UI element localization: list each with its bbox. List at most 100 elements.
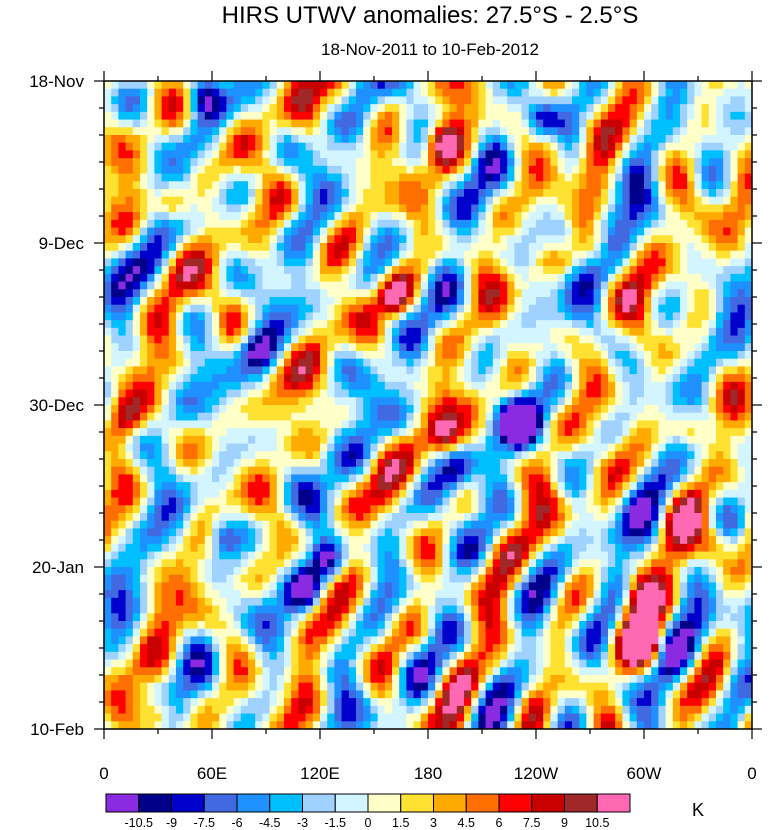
field-cell	[406, 204, 415, 213]
field-cell	[298, 150, 307, 159]
field-cell	[622, 420, 631, 429]
field-cell	[248, 366, 256, 375]
field-cell	[392, 235, 400, 244]
field-cell	[212, 389, 220, 398]
field-cell	[197, 150, 206, 159]
field-cell	[665, 466, 674, 476]
field-cell	[687, 497, 695, 506]
field-cell	[586, 497, 595, 506]
field-cell	[327, 435, 335, 445]
field-cell	[636, 374, 645, 383]
field-cell	[543, 351, 551, 360]
field-cell	[716, 297, 724, 306]
field-cell	[521, 96, 530, 105]
field-cell	[291, 150, 299, 159]
field-cell	[305, 281, 314, 290]
field-cell	[377, 335, 386, 344]
field-cell	[255, 366, 263, 375]
field-cell	[190, 243, 199, 252]
field-cell	[485, 135, 494, 144]
field-cell	[672, 227, 681, 236]
field-cell	[644, 482, 652, 491]
field-cell	[586, 266, 595, 275]
field-cell	[111, 297, 119, 306]
field-cell	[392, 327, 400, 337]
field-cell	[147, 281, 155, 290]
field-cell	[298, 327, 307, 337]
field-cell	[320, 119, 328, 128]
field-cell	[413, 189, 422, 198]
field-cell	[341, 165, 350, 175]
field-cell	[564, 297, 573, 306]
field-cell	[147, 189, 155, 198]
field-cell	[240, 142, 249, 152]
field-cell	[140, 289, 148, 298]
field-cell	[291, 243, 299, 252]
field-cell	[543, 327, 551, 337]
field-cell	[672, 366, 681, 375]
field-cell	[212, 428, 220, 437]
field-cell	[334, 119, 343, 128]
field-cell	[384, 135, 393, 144]
field-cell	[636, 312, 645, 321]
field-cell	[428, 397, 436, 406]
field-cell	[334, 181, 343, 190]
field-cell	[528, 266, 537, 275]
field-cell	[701, 405, 710, 414]
field-cell	[572, 389, 580, 398]
field-cell	[435, 497, 443, 506]
field-cell	[183, 173, 191, 182]
field-cell	[708, 459, 717, 468]
field-cell	[557, 165, 566, 175]
field-cell	[269, 189, 278, 198]
field-cell	[154, 343, 163, 352]
field-cell	[672, 474, 681, 483]
field-cell	[298, 412, 307, 422]
field-cell	[485, 381, 494, 391]
field-cell	[284, 165, 292, 175]
field-cell	[399, 451, 407, 460]
field-cell	[269, 81, 278, 90]
field-cell	[586, 250, 595, 260]
field-cell	[622, 189, 631, 198]
field-cell	[348, 412, 357, 422]
field-cell	[500, 243, 508, 252]
field-cell	[442, 104, 451, 113]
field-cell	[276, 405, 285, 414]
field-cell	[701, 142, 710, 152]
field-cell	[687, 250, 695, 260]
field-cell	[377, 181, 386, 190]
field-cell	[348, 204, 357, 213]
field-cell	[485, 212, 494, 221]
field-cell	[384, 273, 393, 283]
field-cell	[334, 165, 343, 175]
field-cell	[399, 243, 407, 252]
field-cell	[449, 181, 458, 190]
field-cell	[557, 104, 566, 113]
field-cell	[536, 227, 544, 236]
field-cell	[284, 181, 292, 190]
field-cell	[471, 304, 479, 314]
field-cell	[204, 374, 213, 383]
field-cell	[348, 320, 357, 329]
field-cell	[737, 320, 746, 329]
field-cell	[600, 227, 609, 236]
field-cell	[269, 158, 278, 167]
field-cell	[334, 142, 343, 152]
field-cell	[399, 320, 407, 329]
field-cell	[183, 389, 191, 398]
field-cell	[615, 343, 623, 352]
field-cell	[694, 158, 703, 167]
field-cell	[687, 158, 695, 167]
field-cell	[392, 258, 400, 267]
field-cell	[744, 196, 752, 206]
field-cell	[233, 327, 242, 337]
field-cell	[744, 227, 752, 236]
field-cell	[298, 243, 307, 252]
field-cell	[291, 443, 299, 452]
field-cell	[665, 489, 674, 499]
field-cell	[737, 405, 746, 414]
field-cell	[593, 104, 602, 113]
field-cell	[716, 165, 724, 175]
field-cell	[543, 88, 551, 98]
